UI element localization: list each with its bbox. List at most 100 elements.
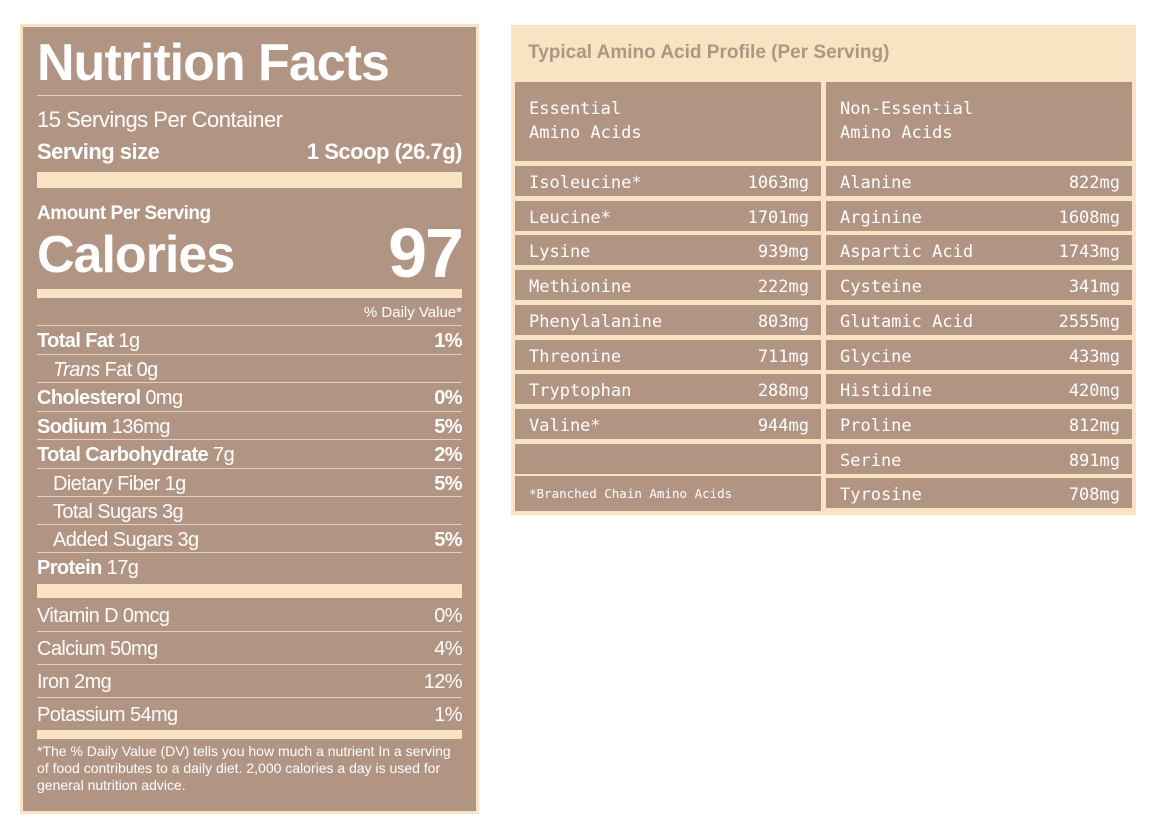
amino-name: Phenylalanine [529,312,663,332]
nutrient-amount: 1g [164,473,187,495]
amino-row: Arginine 1608mg [826,201,1132,231]
nutrition-title: Nutrition Facts [37,34,390,92]
amino-name: Arginine [840,208,922,228]
amino-row: Phenylalanine 803mg [515,305,821,335]
thick-divider [37,584,462,598]
daily-value-header: % Daily Value* [363,304,462,321]
calories-value: 97 [388,214,464,292]
vitamin-name: Iron [37,671,70,693]
amino-name: Isoleucine* [529,173,642,193]
essential-header-cell: Essential Amino Acids [515,82,821,161]
nutrient-dv: 2% [434,444,462,466]
amino-name: Tyrosine [840,485,922,505]
nutrient-row: Sodium 136mg 5% [37,412,463,440]
amino-name: Glycine [840,347,912,367]
amino-value: 803mg [757,312,809,332]
divider [37,95,462,96]
vitamin-row: Iron 2mg 12% [37,665,463,697]
vitamin-amount: 0mcg [122,605,170,627]
nutrient-amount: 1g [118,330,140,352]
amino-name: Histidine [840,381,933,401]
nutrient-amount: 0mg [145,387,183,409]
serving-size-value: 1 Scoop (26.7g) [306,139,463,164]
amino-value: 944mg [757,416,809,436]
nutrient-name: Added Sugars [53,529,173,551]
amino-name: Alanine [840,173,912,193]
vitamin-dv: 4% [434,638,462,660]
nutrient-row: Protein 17g [37,553,462,581]
amino-row: Lysine 939mg [515,235,821,265]
amino-row: Threonine 711mg [515,340,821,370]
nonessential-header-cell: Non-Essential Amino Acids [826,82,1132,161]
amino-value: 288mg [757,381,809,401]
amino-row: Alanine 822mg [826,166,1132,196]
essential-header: Essential Amino Acids [529,99,642,143]
amino-value: 1701mg [747,208,809,228]
nutrient-name: Sodium [37,416,107,438]
nutrient-amount: Fat 0g [104,359,159,381]
amino-value: 1063mg [747,173,809,193]
nutrient-row: Trans Fat 0g [37,355,462,383]
divider [37,354,462,355]
amino-row: Proline 812mg [826,409,1132,439]
amino-value: 1608mg [1058,208,1120,228]
divider [37,325,462,326]
amino-row: Glutamic Acid 2555mg [826,305,1132,335]
nutrient-name: Protein [37,557,102,579]
nutrient-row: Total Fat 1g 1% [37,326,463,354]
nutrient-dv: 5% [434,529,462,551]
amino-value: 711mg [757,347,809,367]
divider [37,439,462,440]
amino-title: Typical Amino Acid Profile (Per Serving) [528,42,890,63]
amino-name: Glutamic Acid [840,312,974,332]
thick-divider [37,730,462,739]
nutrient-amount: 3g [177,529,200,551]
divider [37,382,462,383]
amino-name: Valine* [529,416,601,436]
amino-name: Tryptophan [529,381,632,401]
bcaa-footnote: *Branched Chain Amino Acids [529,486,733,501]
vitamin-amount: 54mg [129,704,178,726]
amino-name: Leucine* [529,208,611,228]
amino-name: Cysteine [840,277,922,297]
nutrient-name: Total Sugars [53,501,158,523]
nutrient-row: Dietary Fiber 1g 5% [37,469,463,497]
amino-value: 420mg [1068,381,1120,401]
amino-value: 222mg [757,277,809,297]
nutrient-amount: 7g [213,444,235,466]
vitamin-amount: 2mg [74,671,112,693]
amino-row: Valine* 944mg [515,409,821,439]
amount-per-serving: Amount Per Serving [37,203,211,224]
thick-divider [37,289,462,298]
vitamin-row: Potassium 54mg 1% [37,698,463,730]
divider [37,524,462,525]
amino-row: Histidine 420mg [826,374,1132,404]
vitamin-name: Potassium [37,704,126,726]
serving-size-label: Serving size [37,139,160,164]
nutrient-name: Cholesterol [37,387,141,409]
divider [37,552,462,553]
amino-name: Threonine [529,347,622,367]
nutrient-name: Dietary Fiber [53,473,160,495]
vitamin-dv: 12% [423,671,463,693]
amino-name: Methionine [529,277,632,297]
amino-value: 812mg [1068,416,1120,436]
vitamin-name: Vitamin D [37,605,119,627]
nutrient-row: Total Sugars 3g [37,497,462,525]
nutrient-row: Cholesterol 0mg 0% [37,383,463,411]
vitamin-dv: 1% [434,704,462,726]
nutrition-facts-panel: Nutrition Facts 15 Servings Per Containe… [20,24,479,814]
amino-row: Tryptophan 288mg [515,374,821,404]
nutrient-amount: 17g [106,557,139,579]
amino-row: Isoleucine* 1063mg [515,166,821,196]
amino-value: 822mg [1068,173,1120,193]
nutrient-dv: 5% [434,473,462,495]
divider [37,631,462,632]
divider [37,664,462,665]
amino-value: 341mg [1068,277,1120,297]
vitamin-row: Vitamin D 0mcg 0% [37,599,463,631]
nutrient-name: Total Carbohydrate [37,444,209,466]
amino-acid-panel: Typical Amino Acid Profile (Per Serving)… [511,25,1136,515]
amino-name: Proline [840,416,912,436]
divider [37,697,462,698]
